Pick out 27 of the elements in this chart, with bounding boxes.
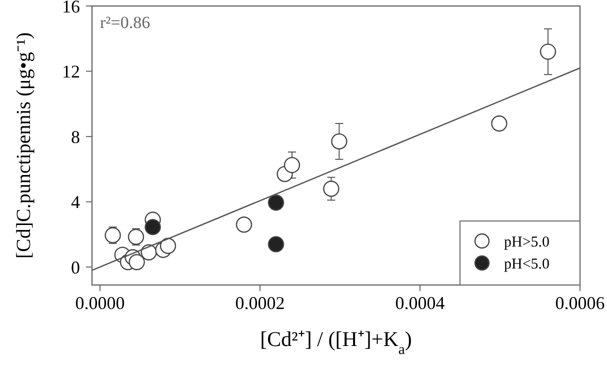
point [268, 236, 284, 252]
x-tick-label: 0.0000 [75, 293, 125, 313]
point [491, 115, 508, 132]
point [160, 238, 176, 254]
point [104, 227, 121, 244]
y-tick-label: 0 [71, 257, 80, 278]
point [236, 216, 252, 233]
x-tick-label: 0.0006 [555, 293, 605, 313]
x-axis-title: [Cd²⁺] / ([H⁺]+K$_{a}$) [260, 327, 412, 358]
point [331, 133, 348, 150]
y-tick-label: 12 [62, 62, 80, 82]
point [144, 218, 161, 236]
point [540, 44, 556, 60]
y-tick-label: 4 [71, 192, 80, 212]
x-tick-label: 0.0002 [235, 293, 285, 313]
point [128, 228, 144, 245]
annotation: r²=0.86 [100, 13, 150, 32]
legend-label: pH<5.0 [504, 256, 550, 272]
legend-label: pH>5.0 [504, 234, 550, 250]
y-axis-title: [Cd]C.punctipennis (μg•g⁻¹) [13, 32, 35, 259]
point [268, 194, 284, 211]
point [284, 156, 300, 174]
y-tick-label: 16 [62, 0, 80, 16]
point [128, 254, 145, 270]
x-tick-label: 0.0004 [395, 293, 445, 313]
y-tick-label: 8 [71, 126, 80, 147]
point [323, 180, 340, 197]
